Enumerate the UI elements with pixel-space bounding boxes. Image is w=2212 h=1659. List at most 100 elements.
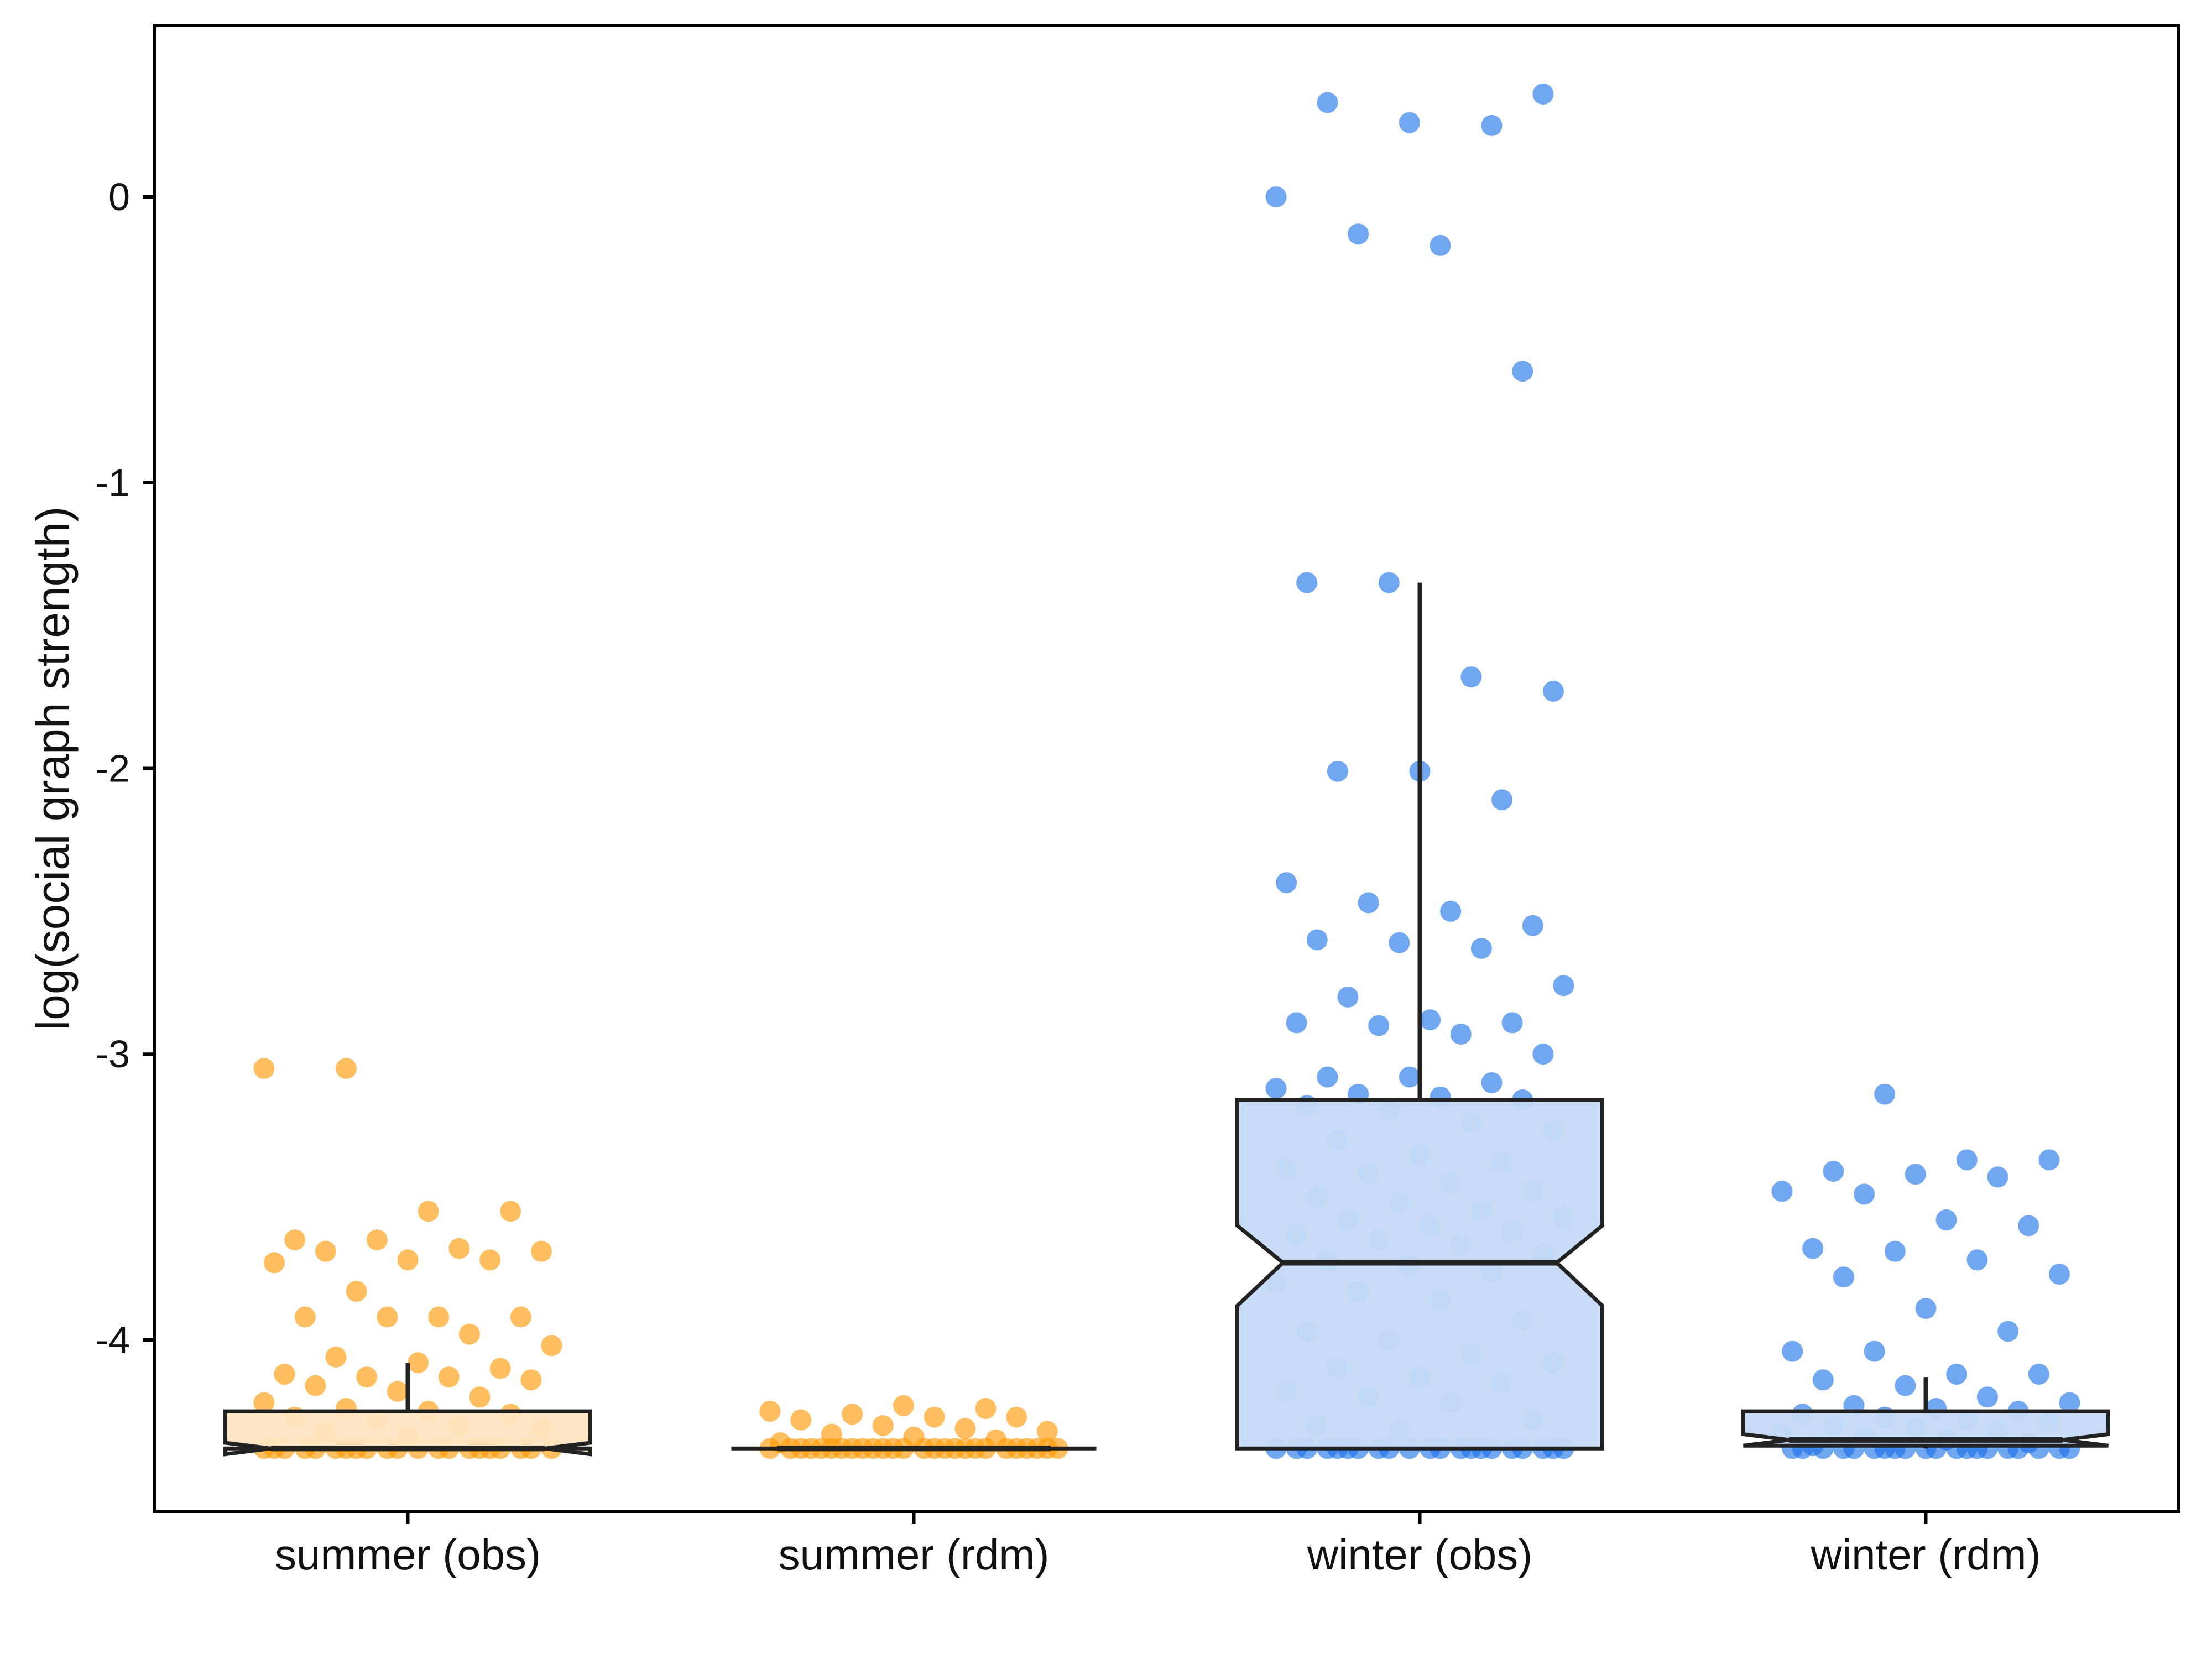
- data-point: [1553, 975, 1574, 997]
- data-point: [1399, 112, 1420, 133]
- data-point: [1358, 892, 1379, 914]
- y-tick-label: -1: [96, 461, 130, 504]
- data-point: [1306, 929, 1328, 951]
- data-point: [1460, 666, 1482, 688]
- data-point: [520, 1369, 542, 1391]
- box-body: [223, 1409, 592, 1457]
- data-point: [1368, 1015, 1390, 1036]
- box-body: [1741, 1409, 2110, 1448]
- data-point: [1286, 1012, 1307, 1034]
- data-point: [408, 1352, 429, 1374]
- data-point: [759, 1401, 781, 1422]
- data-point: [1812, 1369, 1834, 1391]
- data-point: [253, 1392, 275, 1413]
- data-point: [1276, 872, 1297, 894]
- data-point: [510, 1306, 531, 1328]
- data-point: [1874, 1083, 1896, 1105]
- data-point: [1481, 1072, 1503, 1093]
- data-point: [1771, 1181, 1793, 1202]
- data-point: [1802, 1238, 1824, 1259]
- data-point: [1265, 1078, 1287, 1099]
- data-point: [1936, 1209, 1957, 1230]
- data-point: [1512, 361, 1533, 382]
- data-point: [954, 1418, 976, 1439]
- data-point: [1884, 1240, 1906, 1262]
- data-point: [366, 1229, 388, 1251]
- data-point: [1532, 84, 1554, 105]
- data-point: [1265, 186, 1287, 207]
- data-point: [387, 1381, 408, 1402]
- data-point: [872, 1415, 894, 1436]
- x-category-label: winter (obs): [1307, 1530, 1532, 1579]
- x-category-label: winter (rdm): [1810, 1530, 2041, 1579]
- data-point: [1966, 1249, 1988, 1271]
- data-point: [1864, 1340, 1885, 1362]
- data-point: [1915, 1298, 1937, 1319]
- data-point: [448, 1238, 470, 1259]
- data-point: [1532, 1044, 1554, 1065]
- data-point: [842, 1404, 863, 1425]
- data-point: [479, 1249, 501, 1271]
- data-point: [253, 1058, 275, 1079]
- data-point: [325, 1347, 347, 1368]
- data-point: [1542, 681, 1564, 702]
- data-point: [305, 1375, 326, 1396]
- data-point: [1430, 234, 1451, 256]
- data-point: [489, 1358, 511, 1379]
- data-point: [1317, 92, 1338, 113]
- data-point: [1956, 1149, 1978, 1171]
- x-category-label: summer (obs): [275, 1530, 541, 1579]
- data-point: [1420, 1009, 1441, 1031]
- data-point: [1522, 915, 1543, 936]
- data-point: [1450, 1024, 1472, 1045]
- data-point: [1389, 932, 1410, 953]
- data-point: [2018, 1215, 2039, 1237]
- data-point: [1481, 114, 1503, 136]
- data-point: [2028, 1364, 2049, 1385]
- data-point: [1905, 1164, 1926, 1185]
- data-point: [1491, 789, 1513, 811]
- data-point: [530, 1240, 552, 1262]
- y-tick-label: 0: [108, 175, 130, 218]
- data-point: [1399, 1066, 1420, 1088]
- data-point: [1987, 1166, 2008, 1188]
- data-point: [294, 1306, 316, 1328]
- data-point: [1976, 1386, 1998, 1408]
- data-point: [418, 1201, 439, 1222]
- data-point: [1317, 1066, 1338, 1088]
- data-point: [397, 1249, 419, 1271]
- y-tick-label: -2: [96, 747, 130, 790]
- data-point: [1946, 1364, 1968, 1385]
- data-point: [315, 1240, 336, 1262]
- data-point: [1296, 572, 1318, 593]
- y-tick-label: -3: [96, 1032, 130, 1076]
- data-point: [1470, 938, 1492, 959]
- data-point: [264, 1252, 285, 1274]
- data-point: [428, 1306, 450, 1328]
- data-point: [346, 1281, 367, 1302]
- box-body: [1235, 1098, 1604, 1451]
- boxes: [223, 582, 2110, 1457]
- data-point: [790, 1409, 812, 1431]
- data-point: [438, 1366, 460, 1388]
- data-point: [2059, 1392, 2080, 1413]
- data-point: [1997, 1321, 2019, 1342]
- data-point: [336, 1058, 357, 1079]
- data-point: [500, 1201, 521, 1222]
- data-point: [1378, 572, 1400, 593]
- x-axis-ticks: summer (obs) summer (rdm) winter (obs) wint…: [275, 1511, 2041, 1579]
- data-point: [274, 1364, 295, 1385]
- data-point: [1501, 1012, 1523, 1034]
- data-point: [1854, 1183, 1875, 1205]
- data-point: [1895, 1375, 1916, 1396]
- data-point: [469, 1386, 491, 1408]
- data-point: [975, 1398, 997, 1419]
- data-point: [924, 1406, 945, 1428]
- data-point: [1833, 1266, 1854, 1288]
- data-point: [377, 1306, 398, 1328]
- data-point: [2038, 1149, 2060, 1171]
- data-point: [1782, 1340, 1803, 1362]
- data-point: [1327, 760, 1348, 782]
- data-point: [1823, 1161, 1844, 1182]
